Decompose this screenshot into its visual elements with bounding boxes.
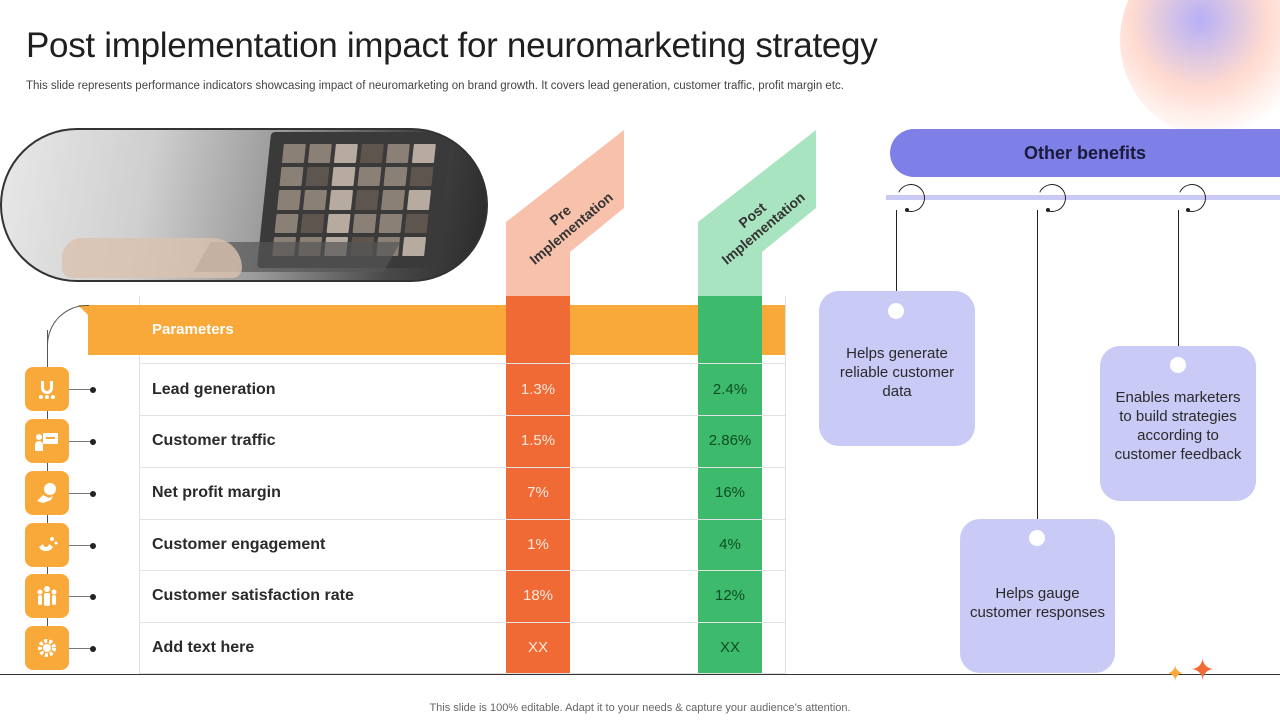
icon-dot xyxy=(90,646,96,652)
hanger-line xyxy=(1178,210,1179,365)
pre-implementation-strip xyxy=(506,296,570,674)
hanger-line xyxy=(1037,210,1038,538)
row-label-lead-generation: Lead generation xyxy=(152,381,276,398)
gear-people-icon xyxy=(25,626,69,670)
post-value-lead-generation: 2.4% xyxy=(712,381,748,398)
card-hole xyxy=(1029,530,1045,546)
hanger-ring xyxy=(893,180,929,216)
corner-decoration xyxy=(1120,0,1280,140)
icon-connector xyxy=(69,596,93,597)
row-label-customer-traffic: Customer traffic xyxy=(152,432,276,449)
magnet-icon xyxy=(25,523,69,567)
presentation-icon xyxy=(25,419,69,463)
row-label-net-profit-margin: Net profit margin xyxy=(152,484,281,501)
icon-connector xyxy=(69,389,93,390)
pre-value-customer-traffic: 1.5% xyxy=(520,432,556,449)
row-divider xyxy=(139,415,786,416)
icon-dot xyxy=(90,491,96,497)
row-divider xyxy=(139,570,786,571)
money-hand-icon xyxy=(25,471,69,515)
hanger-dot xyxy=(905,208,909,212)
icon-dot xyxy=(90,387,96,393)
benefit-card-reliable-data: Helps generate reliable customer data xyxy=(819,291,975,446)
row-divider xyxy=(139,622,786,623)
page-subtitle: This slide represents performance indica… xyxy=(26,80,844,92)
post-value-net-profit-margin: 16% xyxy=(714,484,746,501)
pre-value-net-profit-margin: 7% xyxy=(527,484,549,501)
row-label-add-text: Add text here xyxy=(152,639,255,656)
icon-connector-curve xyxy=(47,305,89,345)
icon-connector xyxy=(69,493,93,494)
card-hole xyxy=(1170,357,1186,373)
hanger-dot xyxy=(1046,208,1050,212)
hanger-line xyxy=(896,210,897,310)
icon-connector xyxy=(69,648,93,649)
magnet-people-icon xyxy=(25,367,69,411)
post-implementation-flag xyxy=(698,130,816,296)
benefit-text: Enables marketers to build strategies ac… xyxy=(1114,388,1242,463)
hand xyxy=(62,238,242,278)
other-benefits-header: Other benefits xyxy=(890,129,1280,177)
parameters-header: Parameters xyxy=(152,321,234,338)
hanger-ring xyxy=(1174,180,1210,216)
row-label-customer-satisfaction-rate: Customer satisfaction rate xyxy=(152,587,354,604)
laptop-photo xyxy=(0,128,488,282)
post-implementation-strip xyxy=(698,296,762,674)
row-divider xyxy=(139,519,786,520)
page-title: Post implementation impact for neuromark… xyxy=(26,26,878,65)
post-value-customer-satisfaction-rate: 12% xyxy=(714,587,746,604)
pre-implementation-column xyxy=(506,130,624,674)
benefits-rail xyxy=(886,195,1280,200)
pre-value-add-text: XX xyxy=(527,639,548,656)
group-people-icon xyxy=(25,574,69,618)
post-value-customer-engagement: 4% xyxy=(719,536,741,553)
benefit-text: Helps generate reliable customer data xyxy=(839,345,955,400)
icon-dot xyxy=(90,439,96,445)
pre-value-lead-generation: 1.3% xyxy=(520,381,556,398)
hanger-ring xyxy=(1034,180,1070,216)
row-divider xyxy=(139,467,786,468)
bottom-divider xyxy=(0,674,1280,675)
post-value-customer-traffic: 2.86% xyxy=(708,432,752,449)
parameters-header-bar xyxy=(88,305,785,355)
sparkle-icon: ✦ xyxy=(1166,661,1185,686)
post-value-add-text: XX xyxy=(719,639,740,656)
benefit-text: Helps gauge customer responses xyxy=(969,585,1106,621)
row-divider xyxy=(139,363,786,364)
hanger-dot xyxy=(1186,208,1190,212)
icon-connector xyxy=(69,545,93,546)
icon-dot xyxy=(90,594,96,600)
parameters-table xyxy=(139,296,786,674)
pre-header-cell xyxy=(506,305,570,355)
post-implementation-column xyxy=(698,130,816,674)
row-label-customer-engagement: Customer engagement xyxy=(152,536,326,553)
pre-value-customer-engagement: 1% xyxy=(527,536,549,553)
icon-dot xyxy=(90,543,96,549)
footer-note: This slide is 100% editable. Adapt it to… xyxy=(429,702,851,714)
pre-implementation-flag xyxy=(506,130,624,296)
card-hole xyxy=(888,303,904,319)
pre-value-customer-satisfaction-rate: 18% xyxy=(522,587,554,604)
icon-connector xyxy=(69,441,93,442)
sparkle-icon: ✦ xyxy=(1190,654,1216,687)
post-header-cell xyxy=(698,305,762,355)
